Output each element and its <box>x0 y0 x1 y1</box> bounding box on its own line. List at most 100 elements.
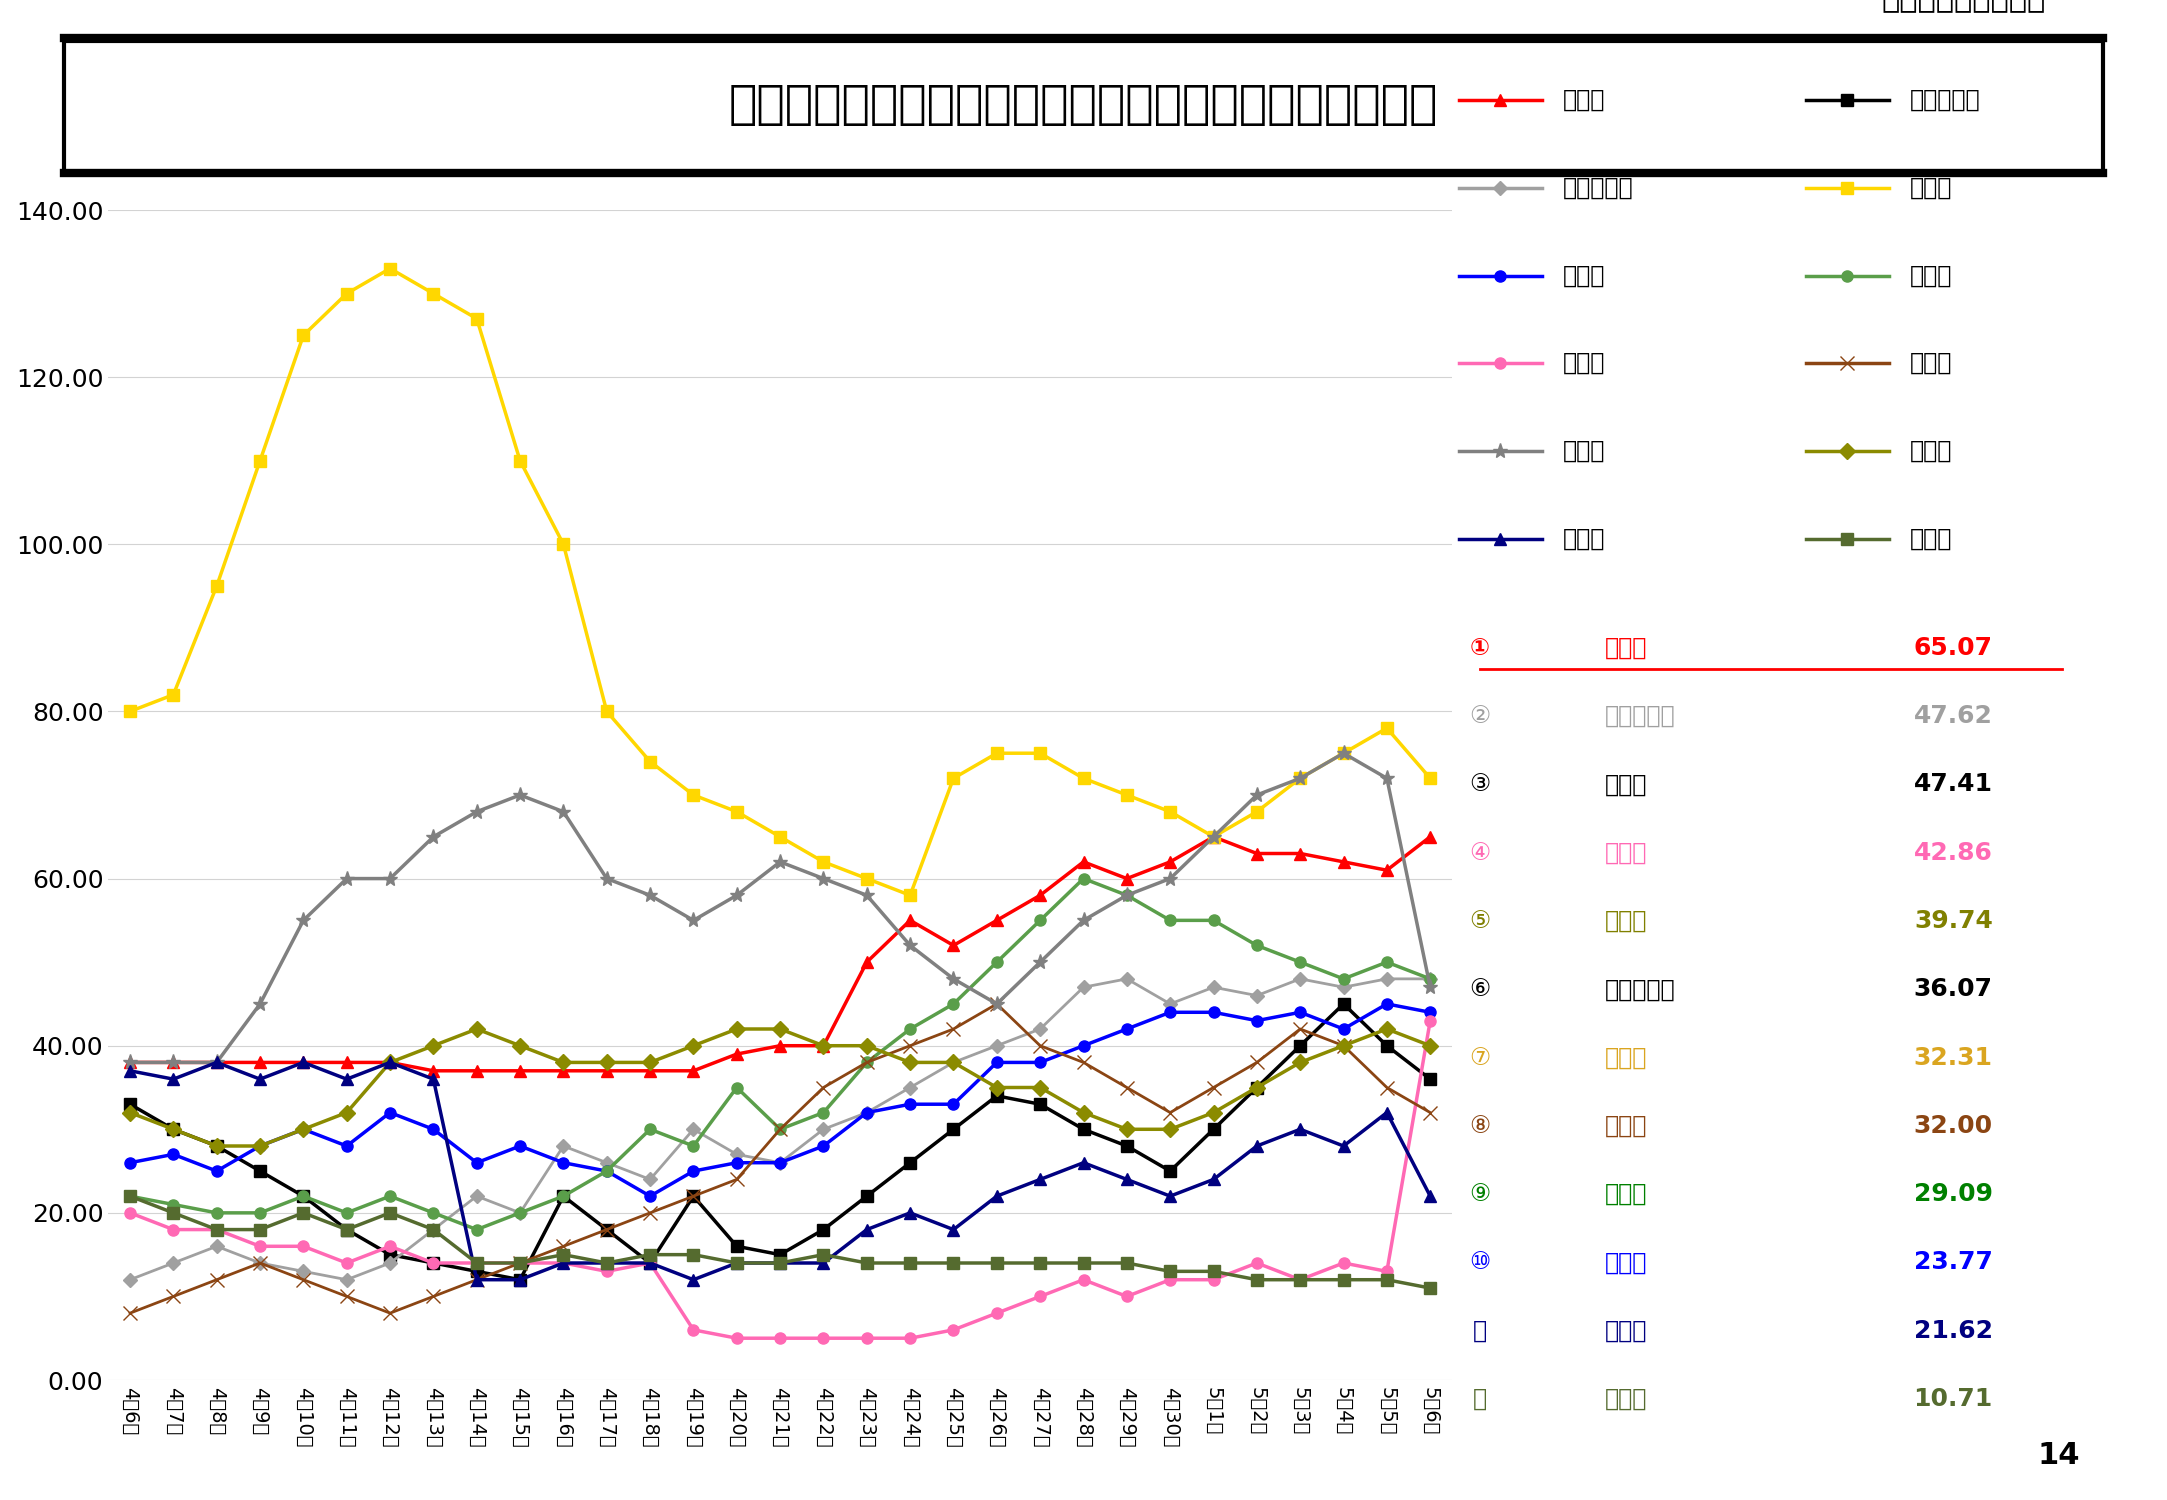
天理市 <box>550 536 576 554</box>
橿原市 <box>724 1154 750 1172</box>
五條市 <box>594 1263 620 1281</box>
天理市 <box>204 578 230 596</box>
宇陀市 <box>1070 1254 1097 1272</box>
生駒市 <box>1157 870 1183 888</box>
天理市 <box>247 452 273 470</box>
奈良市 <box>117 1053 143 1071</box>
天理市 <box>897 886 923 904</box>
橿原市 <box>810 1137 836 1155</box>
Text: ④: ④ <box>1469 840 1491 864</box>
五條市 <box>1201 1270 1227 1288</box>
大和高田市 <box>854 1186 880 1204</box>
葛城市 <box>1201 1170 1227 1188</box>
桜井市 <box>940 994 966 1012</box>
生駒市 <box>1287 770 1313 788</box>
大和郡山市 <box>1157 994 1183 1012</box>
天理市 <box>594 702 620 720</box>
葛城市 <box>637 1254 663 1272</box>
葛城市 <box>767 1254 793 1272</box>
大和郡山市 <box>1374 970 1400 988</box>
香芝市 <box>464 1020 490 1038</box>
葛城市 <box>940 1221 966 1239</box>
Text: 大和郡山市: 大和郡山市 <box>1604 704 1675 728</box>
Text: 香芝市: 香芝市 <box>1909 440 1952 464</box>
Text: 14: 14 <box>2037 1442 2080 1470</box>
奈良市 <box>247 1053 273 1071</box>
葛城市 <box>1027 1170 1053 1188</box>
五條市 <box>1157 1270 1183 1288</box>
橿原市 <box>1201 1004 1227 1022</box>
天理市 <box>1027 744 1053 762</box>
五條市 <box>464 1254 490 1272</box>
香芝市 <box>117 1104 143 1122</box>
葛城市 <box>550 1254 576 1272</box>
Text: 天理市: 天理市 <box>1909 176 1952 200</box>
Line: 橿原市: 橿原市 <box>124 999 1437 1202</box>
Text: 御所市: 御所市 <box>1909 351 1952 375</box>
五條市 <box>810 1329 836 1347</box>
桜井市 <box>204 1204 230 1222</box>
橿原市 <box>420 1120 446 1138</box>
葛城市 <box>160 1070 186 1088</box>
Line: 生駒市: 生駒市 <box>121 746 1439 1070</box>
御所市 <box>1417 1104 1443 1122</box>
生駒市 <box>854 886 880 904</box>
五條市 <box>1244 1254 1270 1272</box>
奈良市 <box>420 1062 446 1080</box>
宇陀市 <box>724 1254 750 1272</box>
奈良市 <box>334 1053 360 1071</box>
大和郡山市 <box>1244 987 1270 1005</box>
橿原市 <box>1027 1053 1053 1071</box>
御所市 <box>464 1270 490 1288</box>
橿原市 <box>680 1162 706 1180</box>
宇陀市 <box>984 1254 1010 1272</box>
天理市 <box>334 285 360 303</box>
大和郡山市 <box>984 1036 1010 1054</box>
大和郡山市 <box>1201 978 1227 996</box>
Line: 大和郡山市: 大和郡山市 <box>126 974 1435 1284</box>
御所市 <box>1114 1078 1140 1096</box>
大和郡山市 <box>464 1186 490 1204</box>
宇陀市 <box>290 1204 316 1222</box>
Text: 桜井市: 桜井市 <box>1909 264 1952 288</box>
橿原市 <box>1070 1036 1097 1054</box>
大和郡山市 <box>1287 970 1313 988</box>
大和高田市 <box>767 1245 793 1263</box>
橿原市 <box>1331 1020 1357 1038</box>
宇陀市 <box>1244 1270 1270 1288</box>
御所市 <box>117 1304 143 1322</box>
御所市 <box>507 1254 533 1272</box>
宇陀市 <box>1157 1263 1183 1281</box>
香芝市 <box>290 1120 316 1138</box>
天理市 <box>1287 770 1313 788</box>
橿原市 <box>247 1137 273 1155</box>
御所市 <box>810 1078 836 1096</box>
Text: ５月６日（木）時点: ５月６日（木）時点 <box>1881 0 2046 13</box>
Text: 生駒市: 生駒市 <box>1562 440 1606 464</box>
御所市 <box>1287 1020 1313 1038</box>
大和高田市 <box>1417 1070 1443 1088</box>
大和郡山市 <box>724 1146 750 1164</box>
奈良市 <box>377 1053 403 1071</box>
生駒市 <box>507 786 533 804</box>
葛城市 <box>1374 1104 1400 1122</box>
大和郡山市 <box>1070 978 1097 996</box>
天理市 <box>1417 770 1443 788</box>
桜井市 <box>637 1120 663 1138</box>
宇陀市 <box>680 1245 706 1263</box>
葛城市 <box>1070 1154 1097 1172</box>
宇陀市 <box>550 1245 576 1263</box>
大和高田市 <box>1287 1036 1313 1054</box>
天理市 <box>117 702 143 720</box>
大和高田市 <box>204 1137 230 1155</box>
Text: 奈良市: 奈良市 <box>1604 636 1647 660</box>
Line: 五條市: 五條市 <box>124 1016 1437 1344</box>
奈良市 <box>680 1062 706 1080</box>
御所市 <box>1027 1036 1053 1054</box>
Text: 大和郡山市: 大和郡山市 <box>1562 176 1634 200</box>
御所市 <box>897 1036 923 1054</box>
天理市 <box>637 753 663 771</box>
桜井市 <box>160 1196 186 1214</box>
Text: 47.62: 47.62 <box>1913 704 1994 728</box>
大和高田市 <box>594 1221 620 1239</box>
